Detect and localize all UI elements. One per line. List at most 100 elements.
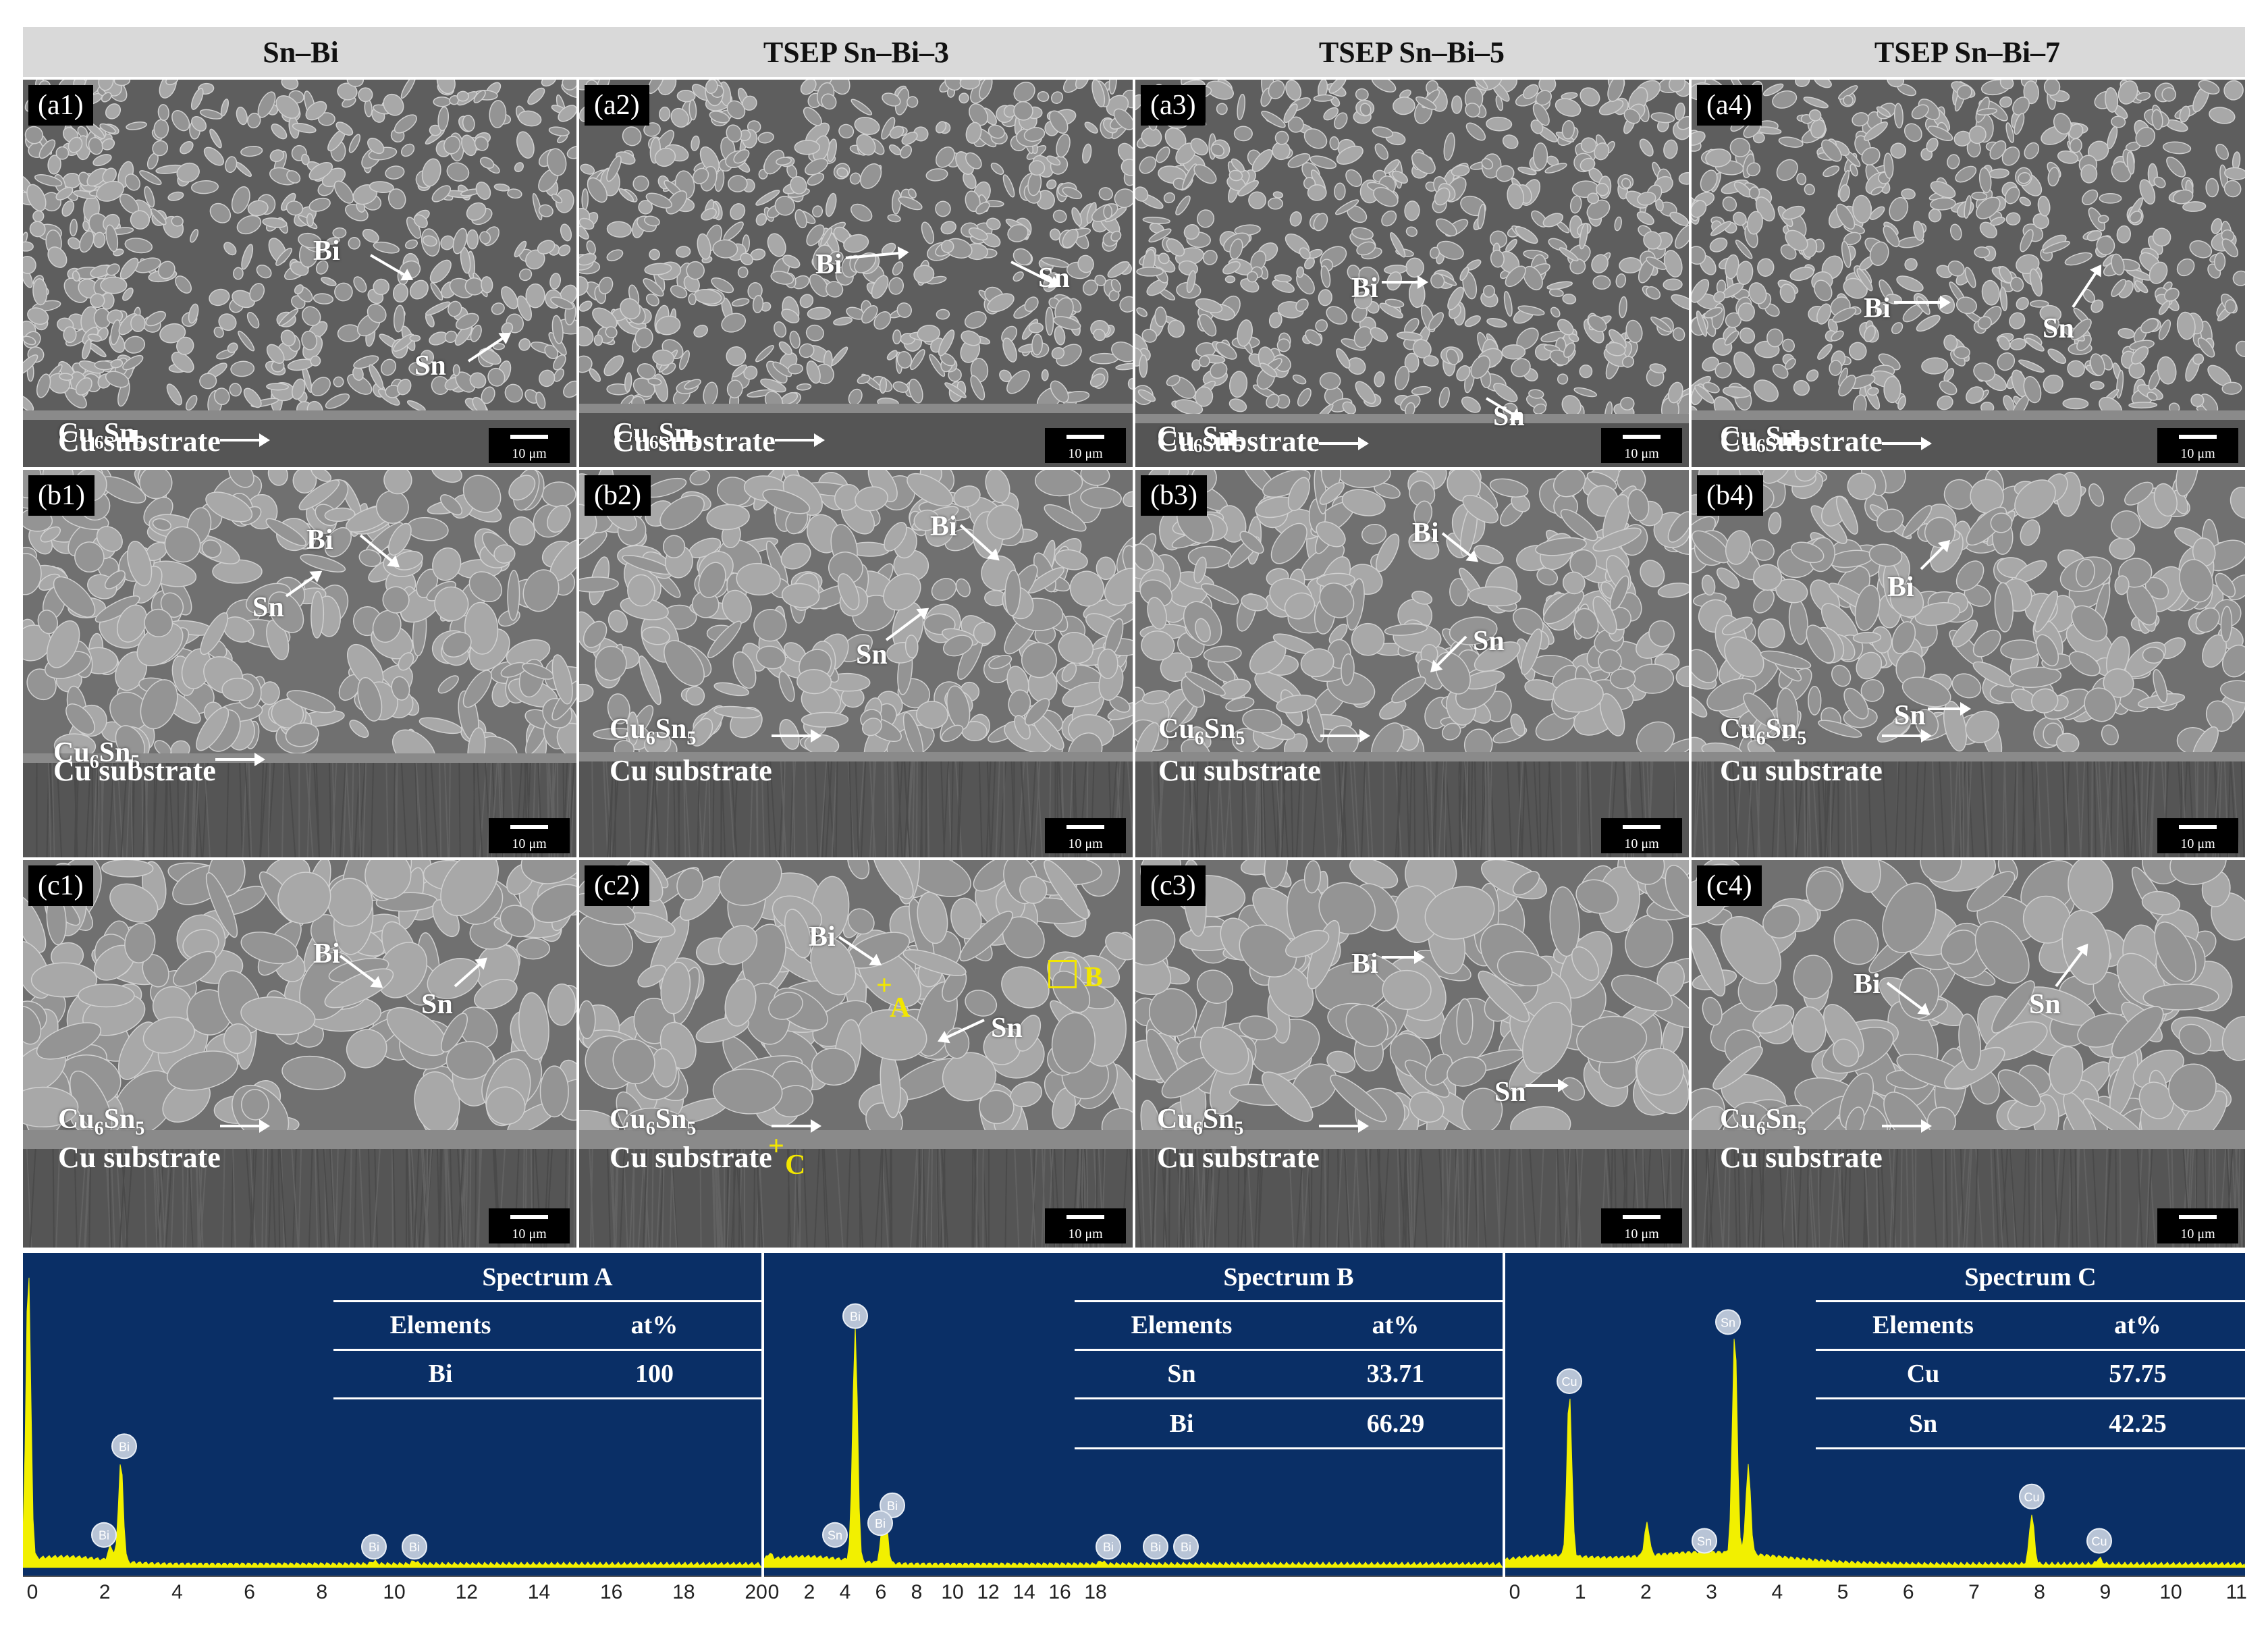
x-tick-label: 3: [1706, 1581, 1717, 1603]
scale-bar-text: 10 μm: [2180, 836, 2215, 851]
imc-sub1: 6: [1756, 728, 1766, 749]
sem-micrograph: [579, 470, 1133, 857]
sem-panel: (c4) Bi Sn Cu6Sn5 Cu substrate 10 μm: [1692, 860, 2245, 1248]
scale-bar-text: 10 μm: [2180, 1227, 2215, 1241]
substrate-label: Cu substrate: [1720, 425, 1883, 458]
bi-phase-label: Bi: [930, 511, 957, 542]
imc-mid: Sn: [655, 1104, 687, 1135]
sem-panel: (b3) Bi Sn Cu6Sn5 Cu substrate 10 μm: [1135, 470, 1689, 857]
table-header-row: Elements at%: [333, 1302, 761, 1349]
x-tick-label: 8: [316, 1581, 328, 1603]
peak-label-text: Sn: [1721, 1316, 1735, 1329]
panel-label: (a4): [1697, 85, 1762, 126]
table-cell: Bi: [428, 1360, 453, 1388]
imc-sub1: 6: [645, 728, 655, 749]
peak-label: Bi: [91, 1522, 117, 1548]
imc-sub2: 5: [130, 751, 140, 773]
peak-label: Sn: [822, 1522, 848, 1548]
table-rule: [333, 1349, 761, 1351]
x-tick-label: 1: [1574, 1581, 1586, 1603]
peak-label-text: Bi: [409, 1541, 420, 1554]
column-header: Sn–Bi: [263, 35, 339, 69]
annotation-arrow: [1319, 1119, 1369, 1133]
imc-mid: Sn: [1765, 1104, 1798, 1135]
scale-bar: 10 μm: [1601, 428, 1682, 463]
x-tick-label: 16: [1048, 1581, 1071, 1603]
x-tick-label: 12: [455, 1581, 478, 1603]
peak-label-text: Bi: [369, 1541, 379, 1554]
peak-label: Cu: [2019, 1483, 2045, 1509]
panel-label: (b1): [28, 475, 94, 516]
x-tick-label: 6: [244, 1581, 255, 1603]
area-b-marker: [1048, 960, 1077, 988]
table-row: Bi 66.29: [1075, 1400, 1503, 1447]
scale-bar-line: [510, 435, 548, 439]
imc-base: Cu: [58, 1104, 94, 1135]
scale-bar-line: [2179, 435, 2217, 439]
panel-label: (b2): [585, 475, 651, 516]
x-tick-label: 5: [1837, 1581, 1849, 1603]
table-header-cell: Elements: [1872, 1311, 1974, 1339]
sem-micrograph: [1692, 470, 2245, 857]
imc-sub1: 6: [94, 432, 104, 454]
bi-phase-label: Bi: [815, 249, 842, 280]
annotation-arrow: [772, 729, 821, 743]
peak-label: Bi: [1143, 1534, 1168, 1560]
sem-panel: (a4) Bi Sn Cu6Sn5 Cu substrate 10 μm: [1692, 80, 2245, 467]
substrate-label: Cu substrate: [610, 1141, 772, 1174]
sn-phase-label: Sn: [991, 1013, 1023, 1044]
scale-bar-line: [1623, 1215, 1660, 1219]
peak-label-text: Sn: [828, 1529, 842, 1543]
table-header-cell: at%: [630, 1311, 678, 1339]
sem-micrograph: [579, 860, 1133, 1248]
scale-bar-line: [510, 825, 548, 829]
x-tick-label: 8: [911, 1581, 923, 1603]
table-cell: Bi: [1169, 1410, 1194, 1438]
column-header: TSEP Sn–Bi–5: [1318, 35, 1505, 69]
x-tick-label: 6: [875, 1581, 887, 1603]
sn-phase-label: Sn: [421, 989, 453, 1020]
x-tick-label: 2: [1640, 1581, 1652, 1603]
peak-label: Bi: [1096, 1534, 1121, 1560]
substrate-label: Cu substrate: [1157, 425, 1320, 458]
substrate-label: Cu substrate: [58, 425, 221, 458]
x-tick-label: 9: [2099, 1581, 2111, 1603]
imc-sub2: 5: [1797, 435, 1807, 457]
sem-micrograph: [1135, 860, 1689, 1248]
imc-label: Cu6Sn5: [613, 417, 699, 454]
bi-phase-label: Bi: [1854, 969, 1881, 1000]
sem-micrograph: [23, 80, 576, 467]
point-a-marker: +: [876, 970, 892, 1001]
x-tick-label: 12: [977, 1581, 1000, 1603]
annotation-arrow: [1382, 275, 1428, 289]
x-tick-label: 18: [1084, 1581, 1107, 1603]
panel-label: (a3): [1141, 85, 1206, 126]
peak-label: Bi: [1173, 1534, 1199, 1560]
scale-bar-text: 10 μm: [2180, 446, 2215, 461]
annotation-arrow: [1928, 702, 1971, 716]
imc-base: Cu: [1720, 1104, 1756, 1135]
x-tick-label: 7: [1968, 1581, 1980, 1603]
peak-label: Bi: [402, 1534, 427, 1560]
peak-label: Bi: [361, 1534, 387, 1560]
table-row: Sn 33.71: [1075, 1350, 1503, 1397]
x-tick-label: 4: [839, 1581, 851, 1603]
table-cell: Cu: [1906, 1360, 1940, 1388]
imc-base: Cu: [610, 1104, 646, 1135]
scale-bar: 10 μm: [1601, 818, 1682, 853]
peak-label-text: Bi: [850, 1310, 861, 1324]
point-a-label: A: [890, 992, 911, 1023]
scale-bar-line: [1066, 435, 1104, 439]
spectrum-panel-a: Bi Bi Bi Bi Spectrum A Elements at% Bi 100: [23, 1253, 761, 1576]
table-rule: [1075, 1397, 1503, 1399]
scale-bar: 10 μm: [2157, 1208, 2238, 1243]
sem-micrograph: [1692, 860, 2245, 1248]
spectrum-plot: Bi Bi Bi Bi: [23, 1277, 761, 1568]
scale-bar: 10 μm: [489, 428, 570, 463]
sn-phase-label: Sn: [1494, 1077, 1526, 1108]
scale-bar-line: [2179, 825, 2217, 829]
panel-label: (a2): [585, 85, 649, 126]
scale-bar: 10 μm: [1045, 818, 1126, 853]
spectrum-axis-c: 0 1 2 3 4 5 6 7 8 9 10 11: [1505, 1576, 2247, 1623]
